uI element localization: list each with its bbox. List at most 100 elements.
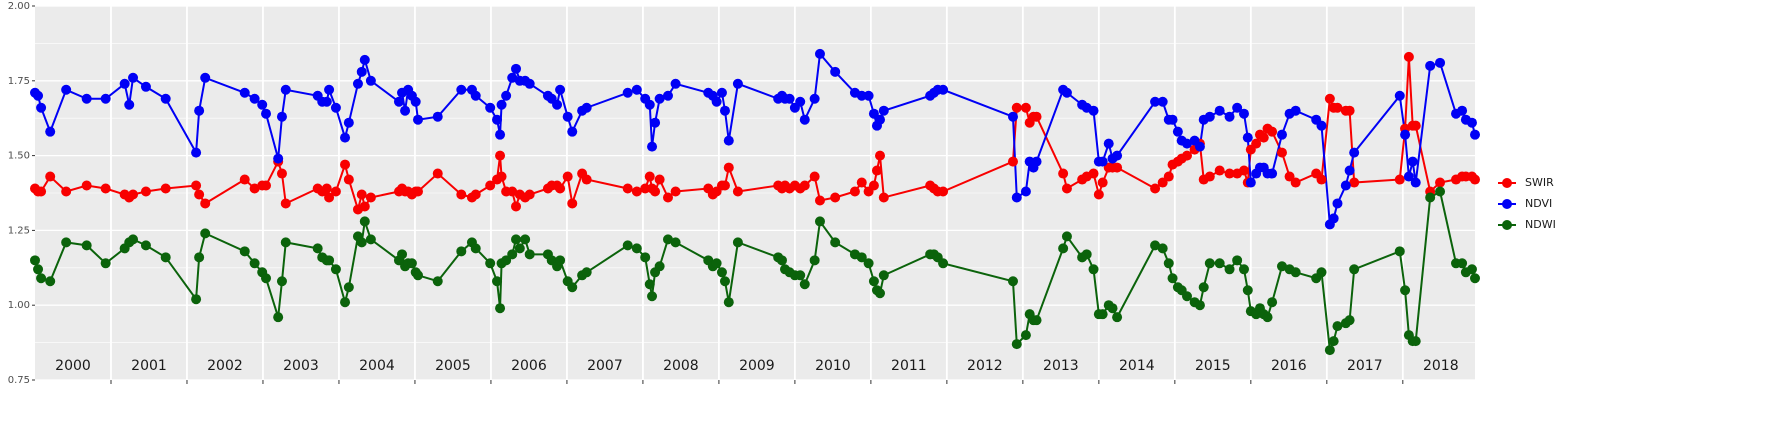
data-point bbox=[61, 84, 72, 95]
data-point bbox=[1316, 267, 1327, 278]
data-point bbox=[723, 297, 734, 308]
year-label: 2008 bbox=[663, 358, 699, 374]
data-point bbox=[662, 192, 673, 203]
data-point bbox=[555, 255, 566, 266]
data-point bbox=[1031, 156, 1042, 167]
data-point bbox=[622, 183, 633, 194]
data-point bbox=[470, 90, 481, 101]
data-point bbox=[1400, 129, 1411, 140]
data-point bbox=[622, 240, 633, 251]
data-point bbox=[1349, 264, 1360, 275]
data-point bbox=[1332, 198, 1343, 209]
data-point bbox=[507, 249, 518, 260]
data-point bbox=[567, 126, 578, 137]
data-point bbox=[470, 243, 481, 254]
data-point bbox=[871, 165, 882, 176]
data-point bbox=[432, 276, 443, 287]
data-point bbox=[1258, 132, 1269, 143]
data-point bbox=[1088, 264, 1099, 275]
data-point bbox=[830, 237, 841, 248]
data-point bbox=[1020, 186, 1031, 197]
data-point bbox=[795, 96, 806, 107]
data-point bbox=[562, 171, 573, 182]
year-label: 2016 bbox=[1271, 358, 1307, 374]
data-point bbox=[1007, 276, 1018, 287]
data-point bbox=[1204, 171, 1215, 182]
data-point bbox=[1466, 117, 1477, 128]
data-point bbox=[1316, 120, 1327, 131]
year-label: 2017 bbox=[1347, 358, 1383, 374]
data-point bbox=[261, 273, 272, 284]
data-point bbox=[662, 234, 673, 245]
data-point bbox=[1324, 93, 1335, 104]
data-point bbox=[330, 264, 341, 275]
data-point bbox=[261, 108, 272, 119]
data-point bbox=[849, 186, 860, 197]
year-label: 2001 bbox=[131, 358, 167, 374]
data-point bbox=[33, 264, 44, 275]
data-point bbox=[511, 234, 522, 245]
data-point bbox=[719, 105, 730, 116]
year-label: 2010 bbox=[815, 358, 851, 374]
data-point bbox=[249, 258, 260, 269]
data-point bbox=[1328, 213, 1339, 224]
legend-key bbox=[1502, 199, 1512, 209]
data-point bbox=[1112, 150, 1123, 161]
data-point bbox=[514, 243, 525, 254]
data-point bbox=[524, 249, 535, 260]
data-point bbox=[875, 114, 886, 125]
data-point bbox=[1088, 105, 1099, 116]
data-point bbox=[456, 189, 467, 200]
data-point bbox=[400, 105, 411, 116]
data-point bbox=[128, 234, 139, 245]
data-point bbox=[809, 171, 820, 182]
data-point bbox=[1214, 105, 1225, 116]
data-point bbox=[81, 240, 92, 251]
data-point bbox=[1157, 243, 1168, 254]
data-point bbox=[732, 186, 743, 197]
data-point bbox=[1224, 111, 1235, 122]
data-point bbox=[1394, 174, 1405, 185]
data-point bbox=[412, 270, 423, 281]
data-point bbox=[1457, 258, 1468, 269]
data-point bbox=[719, 180, 730, 191]
data-point bbox=[1349, 177, 1360, 188]
data-point bbox=[356, 237, 367, 248]
data-point bbox=[343, 174, 354, 185]
data-point bbox=[321, 183, 332, 194]
data-point bbox=[485, 180, 496, 191]
data-point bbox=[359, 201, 370, 212]
data-point bbox=[1470, 174, 1480, 185]
data-point bbox=[456, 84, 467, 95]
data-point bbox=[1407, 156, 1418, 167]
data-point bbox=[280, 198, 291, 209]
data-point bbox=[200, 198, 211, 209]
data-point bbox=[1103, 138, 1114, 149]
data-point bbox=[1061, 87, 1072, 98]
data-point bbox=[239, 174, 250, 185]
data-point bbox=[191, 147, 202, 158]
data-point bbox=[878, 192, 889, 203]
data-point bbox=[938, 186, 949, 197]
data-point bbox=[1457, 105, 1468, 116]
data-point bbox=[567, 198, 578, 209]
data-point bbox=[647, 291, 658, 302]
data-point bbox=[33, 90, 44, 101]
year-label: 2002 bbox=[207, 358, 243, 374]
data-point bbox=[1167, 114, 1178, 125]
data-point bbox=[45, 126, 56, 137]
data-point bbox=[280, 237, 291, 248]
data-point bbox=[352, 78, 363, 89]
data-point bbox=[128, 189, 139, 200]
data-point bbox=[562, 111, 573, 122]
data-point bbox=[878, 105, 889, 116]
data-point bbox=[1232, 255, 1243, 266]
data-point bbox=[365, 234, 376, 245]
data-point bbox=[1061, 183, 1072, 194]
data-point bbox=[644, 99, 655, 110]
data-point bbox=[507, 72, 518, 83]
data-point bbox=[45, 276, 56, 287]
data-point bbox=[276, 276, 287, 287]
data-point bbox=[100, 93, 111, 104]
data-point bbox=[1245, 177, 1256, 188]
